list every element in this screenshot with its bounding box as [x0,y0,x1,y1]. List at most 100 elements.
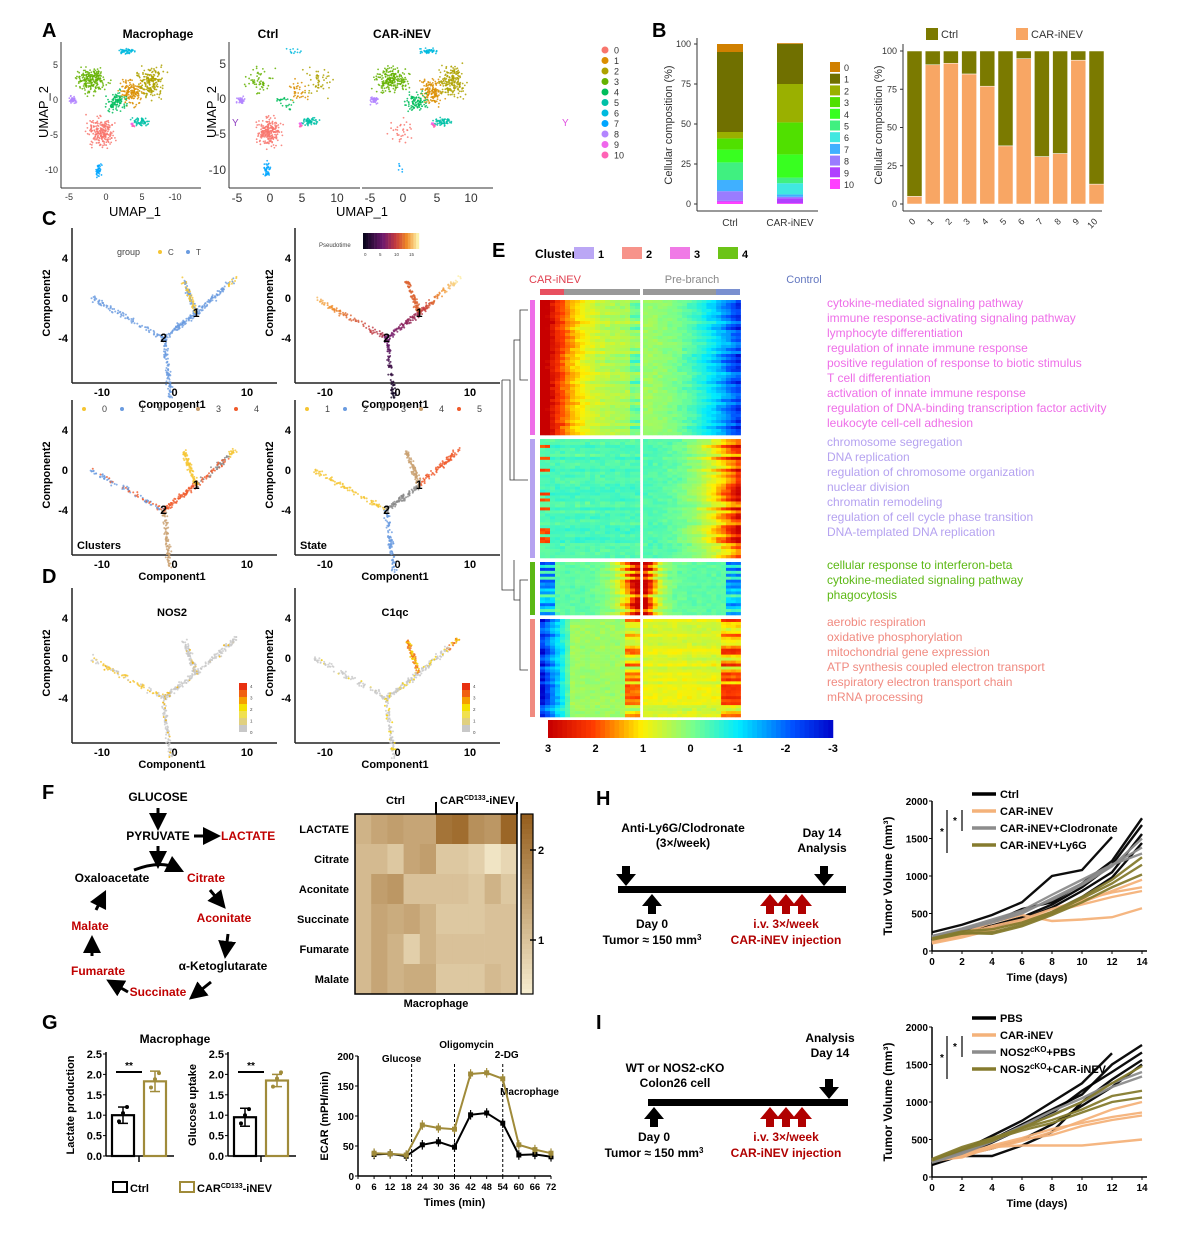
umap-point [98,137,101,140]
trajectory-cell [388,352,391,355]
trajectory-cell [139,494,142,497]
trajectory-cell [419,312,422,315]
trajectory-cell [386,520,389,523]
umap-point [313,119,316,122]
trajectory-cell [339,312,342,315]
trajectory-cell [212,467,215,470]
umap-point [427,89,430,92]
umap-point [129,95,131,98]
umap-point [80,66,82,69]
x-tick-label: 10 [1085,216,1099,230]
umap-point [266,121,269,124]
pseudotime-colorbar [374,233,378,249]
umap-point [299,51,301,54]
x-tick-label: 10 [464,387,476,399]
umap-point [146,82,149,84]
umap-point [439,84,442,86]
trajectory-cell [207,662,210,665]
umap-point [418,109,421,111]
pseudotime-colorbar [385,233,389,249]
umap-point [289,50,292,53]
umap-point [397,77,399,80]
trajectory-cell [186,489,189,492]
legend-label: 1 [140,404,145,414]
umap-point [146,85,149,88]
trajectory-cell [152,329,155,332]
umap-point [78,75,81,78]
umap-point [103,123,106,126]
trajectory-cell [105,306,108,309]
trajectory-cell [136,683,139,686]
umap-point [417,99,420,102]
umap-point [456,88,459,91]
trajectory-cell [191,670,194,673]
umap-point [142,120,145,122]
trajectory-cell [344,486,347,489]
legend-label-7: 7 [844,145,849,155]
umap-point [127,85,129,88]
umap-point [149,93,152,96]
trajectory-cell [200,306,203,309]
umap-point [394,72,397,75]
umap-point [263,130,265,132]
trajectory-cell [398,499,401,502]
trajectory-cell [406,452,409,455]
umap-point [411,105,414,108]
umap-point [297,92,300,94]
umap-point [83,87,86,90]
trajectory-cell [458,446,461,449]
umap-point [372,76,375,79]
umap-point [453,89,456,92]
x-tick-label: 0 [171,387,177,399]
umap-point [272,138,275,141]
trajectory-cell [168,552,171,555]
pseudotime-colorbar [388,233,392,249]
umap-point [446,122,448,124]
trajectory-cell [418,474,421,477]
umap-point [405,88,407,91]
umap-point [384,75,387,78]
trajectory-cell [214,466,217,469]
bar-segment-CAR-iNEV [924,64,941,205]
x-tick-label: 8 [1052,216,1063,227]
umap-point [404,141,407,144]
umap-point [98,173,101,175]
umap-point [99,132,102,135]
trajectory-cell [390,539,393,542]
umap-point [267,162,270,165]
umap-point [94,72,96,75]
umap-point [447,91,449,94]
umap-point [382,71,385,74]
umap-point [137,83,140,86]
panel-label-a: A [42,20,57,42]
trajectory-cell [220,655,223,658]
umap-point [378,76,381,79]
umap-point [96,120,99,123]
trajectory-cell [422,306,425,309]
trajectory-cell [169,396,172,399]
trajectory-cell [133,680,136,683]
umap-point [452,77,455,80]
trajectory-cell [421,309,424,312]
trajectory-cell [142,498,145,501]
trajectory-cell [394,392,397,395]
trajectory-cell [391,563,394,566]
trajectory-cell [152,692,155,695]
trajectory-cell [185,638,188,641]
trajectory-cell [221,289,224,292]
umap-point [314,85,317,88]
trajectory-cell [182,457,185,460]
umap-point [128,84,131,87]
trajectory-cell [435,466,438,469]
umap-point [314,119,317,122]
umap-point [425,92,427,95]
umap-point [452,75,455,78]
umap-point [106,126,109,129]
trajectory-cell [192,477,195,480]
trajectory-cell [431,303,434,306]
umap-point [92,85,95,88]
trajectory-cell [378,330,381,333]
trajectory-cell [185,679,188,682]
bar-segment-8 [777,196,803,199]
trajectory-cell [198,309,201,312]
